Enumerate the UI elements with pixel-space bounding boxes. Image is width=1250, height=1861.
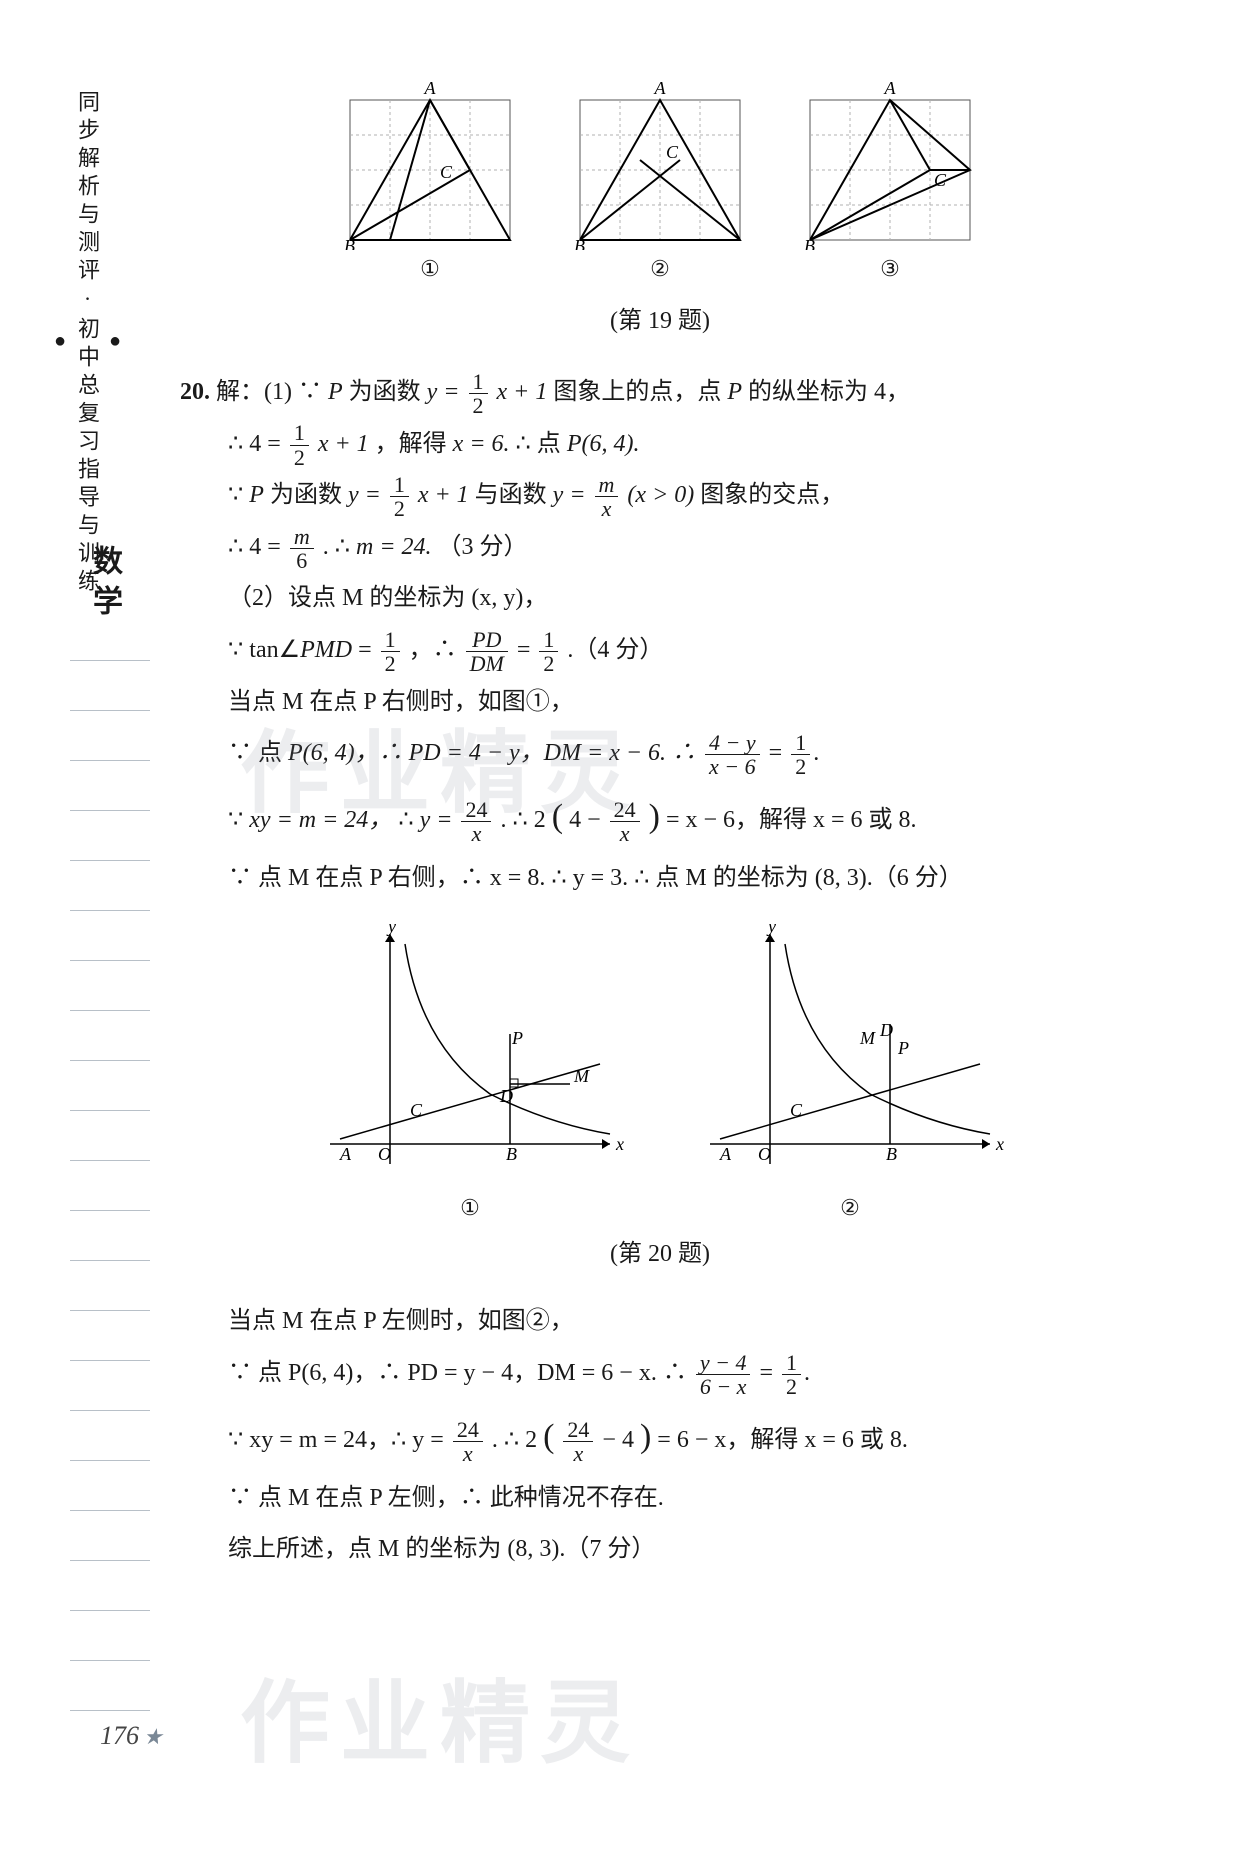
q20-line12: ∵ 点 P(6, 4)，∴ PD = y − 4，DM = 6 − x. ∴ y… (228, 1348, 1140, 1400)
figure-19-caption: (第 19 题) (180, 300, 1140, 335)
svg-text:C: C (934, 170, 947, 190)
svg-text:D: D (499, 1086, 513, 1106)
bullet-icon: ● (103, 94, 126, 593)
svg-text:A: A (884, 80, 897, 98)
q20-line7: 当点 M 在点 P 右侧时，如图①， (228, 677, 1140, 729)
svg-text:B: B (344, 236, 355, 250)
fig19-label-3: ③ (790, 256, 990, 282)
svg-text:O: O (378, 1144, 391, 1164)
watermark-2: 作业精灵 (240, 1650, 640, 1780)
q20-line11: 当点 M 在点 P 左侧时，如图②， (228, 1296, 1140, 1348)
figure-20-1: y x O A B C P D M ① (310, 924, 630, 1221)
q20-line5: （2）设点 M 的坐标为 (x, y)， (228, 573, 1140, 625)
sidebar-subject: 数学 (92, 545, 126, 625)
q20-line1: 20. 解：(1) ∵ P 为函数 y = 12 x + 1 图象上的点，点 P… (180, 367, 1140, 419)
svg-text:x: x (615, 1134, 624, 1154)
page: ● 同步解析与测评·初中总复习指导与训练 ● 数学 (0, 0, 1250, 1861)
figure-19-3: A B C ③ (790, 80, 990, 282)
svg-text:A: A (339, 1144, 352, 1164)
figure-20-2: y x O A B C P D M ② (690, 924, 1010, 1221)
svg-text:y: y (766, 924, 776, 936)
figure-19-1: A B C ① (330, 80, 530, 282)
svg-text:C: C (790, 1100, 803, 1120)
question-number: 20. (180, 379, 210, 405)
svg-text:y: y (386, 924, 396, 936)
q20-line8: ∵ 点 P(6, 4)，∴ PD = 4 − y，DM = x − 6. ∴ 4… (228, 728, 1140, 780)
svg-text:P: P (897, 1038, 909, 1058)
content-area: A B C ① (180, 80, 1140, 1576)
svg-text:x: x (995, 1134, 1004, 1154)
fig19-label-1: ① (330, 256, 530, 282)
q20-line13: ∵ xy = m = 24，∴ y = 24x . ∴ 2 ( 24x − 4 … (228, 1400, 1140, 1473)
svg-text:C: C (440, 162, 453, 182)
fig20-label-2: ② (690, 1195, 1010, 1221)
svg-text:B: B (804, 236, 815, 250)
bullet-icon: ● (48, 94, 71, 593)
svg-text:M: M (573, 1066, 590, 1086)
sidebar-title-text: 同步解析与测评·初中总复习指导与训练 (75, 90, 100, 597)
sidebar-title: ● 同步解析与测评·初中总复习指导与训练 ● (96, 90, 126, 597)
margin-rules (70, 660, 150, 1760)
q20-line2: ∴ 4 = 12 x + 1 ，解得 x = 6. ∴ 点 P(6, 4). (228, 419, 1140, 471)
q20-line15: 综上所述，点 M 的坐标为 (8, 3).（7 分） (228, 1524, 1140, 1576)
q20-line9: ∵ xy = m = 24， ∴ y = 24x . ∴ 2 ( 4 − 24x… (228, 780, 1140, 853)
q20-line10: ∵ 点 M 在点 P 右侧，∴ x = 8. ∴ y = 3. ∴ 点 M 的坐… (228, 853, 1140, 905)
q20-line3: ∵ P 为函数 y = 12 x + 1 与函数 y = mx (x > 0) … (228, 470, 1140, 522)
svg-text:A: A (719, 1144, 732, 1164)
svg-text:A: A (654, 80, 667, 98)
q20-line6: ∵ tan∠PMD = 12 ，∴ PDDM = 12 .（4 分） (228, 625, 1140, 677)
svg-text:C: C (410, 1100, 423, 1120)
fig19-label-2: ② (560, 256, 760, 282)
svg-text:D: D (879, 1020, 893, 1040)
svg-text:A: A (424, 80, 437, 98)
page-number: 176★ (100, 1721, 163, 1751)
svg-text:P: P (511, 1028, 523, 1048)
q20-line4: ∴ 4 = m6 . ∴ m = 24. （3 分） (228, 522, 1140, 574)
fig20-label-1: ① (310, 1195, 630, 1221)
figure-19-2: A B C ② (560, 80, 760, 282)
svg-text:M: M (859, 1028, 876, 1048)
q20-line14: ∵ 点 M 在点 P 左侧，∴ 此种情况不存在. (228, 1473, 1140, 1525)
svg-text:O: O (758, 1144, 771, 1164)
figure-20-row: y x O A B C P D M ① (180, 924, 1140, 1221)
svg-text:C: C (666, 142, 679, 162)
figure-19-row: A B C ① (180, 80, 1140, 282)
figure-20-caption: (第 20 题) (180, 1233, 1140, 1268)
star-icon: ★ (143, 1724, 163, 1749)
svg-text:B: B (886, 1144, 897, 1164)
svg-text:B: B (574, 236, 585, 250)
svg-text:B: B (506, 1144, 517, 1164)
